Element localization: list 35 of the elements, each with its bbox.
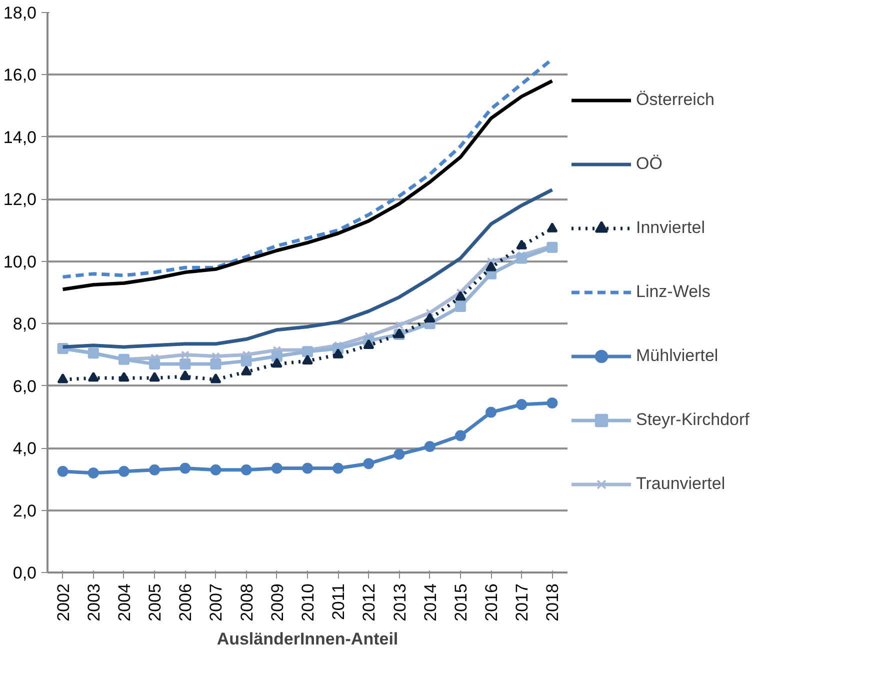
x-tick-label: 2005 <box>146 583 165 622</box>
y-tick-label: 10,0 <box>3 252 37 272</box>
x-tick-label: 2011 <box>329 583 348 620</box>
y-tick-label: 16,0 <box>3 66 37 85</box>
legend-label: Innviertel <box>636 217 705 239</box>
x-tick-label: 2016 <box>482 583 502 622</box>
x-tick-label: 2003 <box>84 583 104 622</box>
x-tick-label: 2015 <box>451 583 470 622</box>
legend-label: Mühlviertel <box>636 345 718 367</box>
y-tick-label: 18,0 <box>3 4 37 22</box>
x-tick-label: 2018 <box>543 583 562 622</box>
x-tick-label: 2002 <box>54 583 73 622</box>
legend-label: Steyr-Kirchdorf <box>636 409 750 431</box>
x-tick-label: 2010 <box>298 583 318 622</box>
x-tick-label: 2014 <box>420 583 440 622</box>
x-tick-label: 2017 <box>512 583 532 622</box>
x-tick-label: 2006 <box>176 583 196 622</box>
x-tick-label: 2004 <box>114 583 134 622</box>
legend-label: Linz-Wels <box>636 281 710 303</box>
legend-label: Traunviertel <box>636 473 726 495</box>
legend-label: Österreich <box>636 89 714 111</box>
y-tick-label: 0,0 <box>12 564 37 582</box>
x-tick-label: 2012 <box>360 583 379 622</box>
x-tick-label: 2009 <box>268 583 287 622</box>
y-tick-label: 12,0 <box>3 190 37 210</box>
y-tick-label: 14,0 <box>3 128 37 147</box>
x-tick-label: 2013 <box>390 583 410 622</box>
y-tick-label: 4,0 <box>12 439 37 458</box>
y-tick-label: 2,0 <box>12 501 37 520</box>
y-tick-label: 8,0 <box>12 314 37 334</box>
y-tick-label: 6,0 <box>12 376 37 396</box>
x-tick-label: 2008 <box>237 583 256 622</box>
x-axis-title: AusländerInnen-Anteil <box>216 629 398 648</box>
x-tick-label: 2007 <box>206 583 226 622</box>
legend-label: OÖ <box>636 153 662 175</box>
